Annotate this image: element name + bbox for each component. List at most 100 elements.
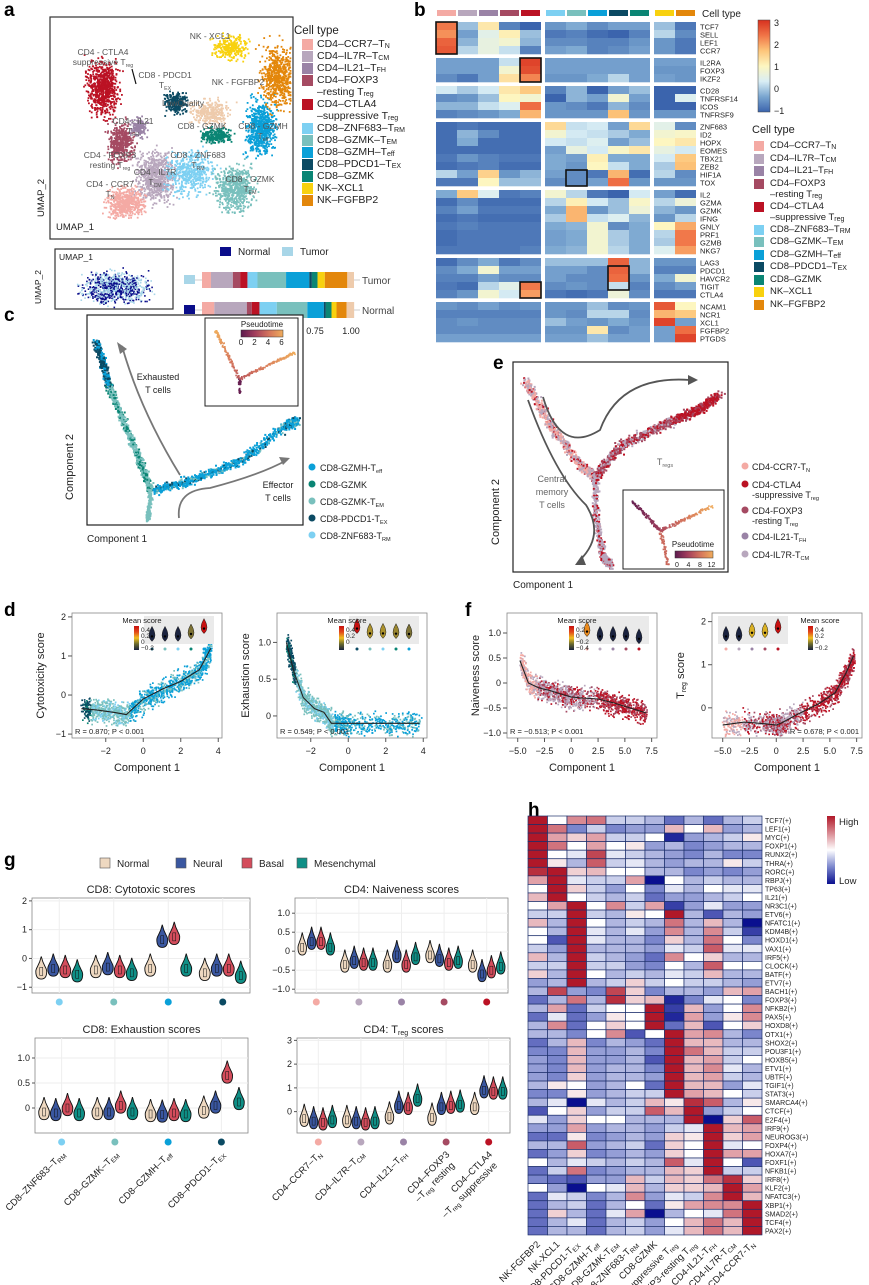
umap-point [140,166,143,168]
umap-point [225,200,227,202]
umap-point [246,171,249,174]
umap-point [163,171,166,174]
umap-point [106,111,109,114]
umap-point [136,123,139,125]
umap-point [111,203,113,206]
umap-point [120,210,123,212]
umap-point [274,136,276,138]
umap-point [256,99,259,101]
umap-point [217,105,219,108]
umap-point [256,130,258,133]
umap-point [122,144,125,147]
umap-point [101,97,104,100]
umap-point [232,181,235,183]
umap-point [130,208,133,211]
umap-point [248,126,251,129]
umap-point [182,186,185,188]
umap-point [106,99,109,101]
umap-point [219,181,222,184]
umap-point [101,101,104,103]
umap-point [113,103,116,106]
umap-point [127,198,130,200]
umap-point [179,192,182,195]
umap-point [138,202,140,204]
umap-point [210,131,213,134]
umap-point [163,195,165,197]
umap-point [137,206,140,208]
umap-point [225,206,227,209]
umap-point [223,136,226,139]
umap-point [238,176,241,179]
umap-point [116,97,118,100]
umap-point [100,104,103,106]
umap-point [97,57,100,60]
umap-point [135,197,138,200]
umap-point [191,182,193,185]
umap-point [251,113,253,116]
umap-point [115,80,118,83]
umap-point [241,170,244,173]
umap-point [180,176,183,178]
umap-point [115,132,118,135]
umap-point [231,192,234,194]
umap-point [218,175,221,177]
umap-point [115,163,118,166]
umap-point [155,184,157,187]
umap-point [225,101,228,104]
umap-point [226,134,229,137]
umap-point [179,171,181,174]
umap-point [143,132,146,135]
umap-point [122,216,124,218]
umap-point [90,79,93,82]
umap-point [188,165,191,167]
umap-point [178,176,181,179]
umap-point [200,109,203,112]
umap-point [223,122,226,124]
umap-point [120,146,123,148]
umap-point [257,131,259,134]
umap-point [115,199,118,202]
umap-point [114,106,117,109]
umap-point [166,190,169,193]
umap-point [262,132,265,135]
umap-point [115,142,118,145]
umap-point [176,106,179,108]
umap-point [228,170,231,172]
umap-point [110,205,113,208]
umap-point [164,173,167,176]
umap-point [207,169,209,172]
umap-point [98,62,101,65]
umap-point [158,162,160,165]
umap-point [238,189,241,192]
umap-point [176,111,179,114]
umap-point [161,178,164,180]
umap-point [128,199,131,202]
umap-point [185,166,187,168]
umap-point [218,128,221,131]
umap-point [123,152,126,155]
umap-point [113,100,115,103]
umap-point [240,171,243,173]
umap-point [246,188,249,191]
umap-point [250,137,253,140]
umap-point [138,180,140,183]
umap-point [247,205,250,208]
umap-point [218,100,220,103]
umap-point [116,86,119,89]
umap-point [100,55,103,58]
umap-point [265,137,268,140]
umap-point [106,66,108,69]
umap-point [117,194,120,197]
umap-point [113,150,115,153]
umap-point [254,127,257,129]
umap-point [219,109,221,112]
umap-point [167,180,169,183]
umap-point [167,185,169,188]
umap-point [175,94,178,97]
umap-point [143,210,146,213]
umap-point [226,211,229,214]
umap-point [124,144,127,146]
umap-point [111,190,114,193]
umap-point [170,167,172,170]
umap-point [171,160,173,162]
